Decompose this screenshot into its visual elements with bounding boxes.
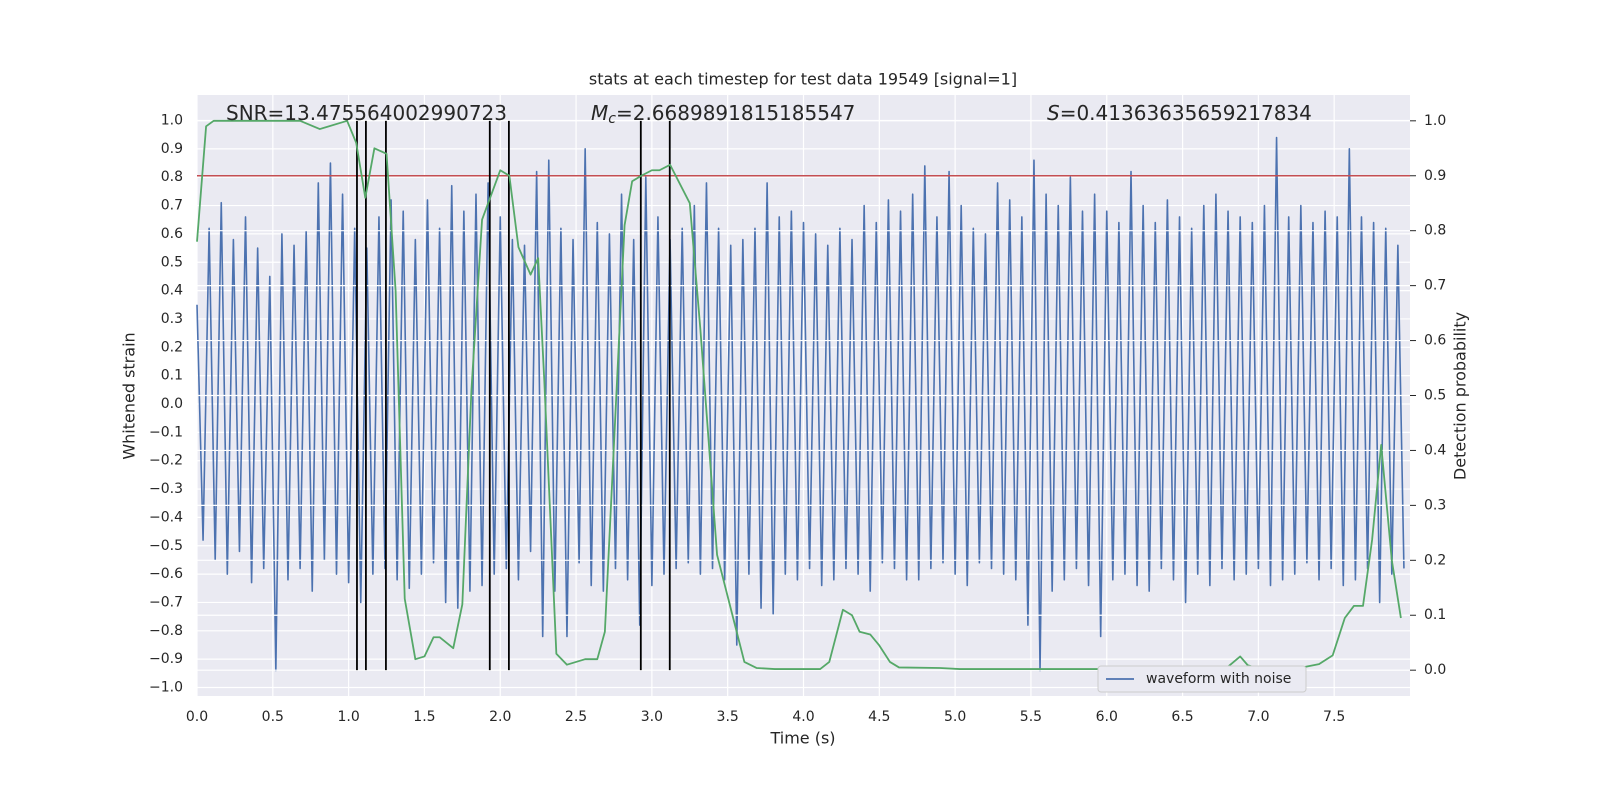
y-tick-label: −0.4 xyxy=(149,509,183,525)
y2-tick-label: 0.3 xyxy=(1424,497,1446,513)
x-tick-label: 2.5 xyxy=(565,709,587,725)
y2-tick-label: 0.1 xyxy=(1424,607,1446,623)
x-tick-label: 4.0 xyxy=(792,709,814,725)
x-tick-label: 5.5 xyxy=(1020,709,1042,725)
annotation: Mc=2.6689891815185547 xyxy=(591,101,855,128)
x-tick-label: 1.0 xyxy=(337,709,359,725)
x-tick-label: 1.5 xyxy=(413,709,435,725)
annotation-part: =2.6689891815185547 xyxy=(616,101,855,125)
y2-axis-label: Detection probability xyxy=(1451,312,1470,480)
y-tick-label: −1.0 xyxy=(149,679,183,695)
annotation: S=0.41363635659217834 xyxy=(1047,101,1312,125)
y-tick-label: 0.1 xyxy=(161,368,183,384)
annotation-part: S xyxy=(1047,101,1060,125)
x-tick-label: 0.5 xyxy=(262,709,284,725)
x-tick-label: 7.0 xyxy=(1247,709,1269,725)
x-tick-label: 3.0 xyxy=(641,709,663,725)
y2-tick-label: 0.8 xyxy=(1424,223,1446,239)
y-tick-label: −0.6 xyxy=(149,566,183,582)
y2-tick-label: 0.9 xyxy=(1424,168,1446,184)
y-tick-label: −0.5 xyxy=(149,538,183,554)
annotation-part: =0.41363635659217834 xyxy=(1060,101,1312,125)
y-tick-label: −0.9 xyxy=(149,651,183,667)
legend-box xyxy=(1097,665,1307,693)
y2-tick-label: 0.7 xyxy=(1424,278,1446,294)
x-tick-label: 3.5 xyxy=(717,709,739,725)
x-tick-label: 4.5 xyxy=(868,709,890,725)
x-tick-label: 0.0 xyxy=(186,709,208,725)
x-tick-label: 6.5 xyxy=(1171,709,1193,725)
y2-tick-label: 0.5 xyxy=(1424,388,1446,404)
x-tick-label: 7.5 xyxy=(1323,709,1345,725)
y-tick-label: 0.5 xyxy=(161,254,183,270)
y2-tick-label: 0.4 xyxy=(1424,442,1446,458)
y-tick-label: −0.1 xyxy=(149,424,183,440)
y2-tick-label: 0.2 xyxy=(1424,552,1446,568)
y-tick-label: 0.4 xyxy=(161,283,183,299)
y-tick-label: 0.9 xyxy=(161,141,183,157)
y-tick-label: 0.7 xyxy=(161,198,183,214)
y-tick-label: −0.3 xyxy=(149,481,183,497)
chart-title: stats at each timestep for test data 195… xyxy=(589,70,1017,89)
legend-label: waveform with noise xyxy=(1146,671,1291,687)
y-tick-label: −0.7 xyxy=(149,594,183,610)
x-tick-label: 5.0 xyxy=(944,709,966,725)
y-tick-label: −0.8 xyxy=(149,623,183,639)
y-tick-label: −0.2 xyxy=(149,453,183,469)
y-tick-label: 0.8 xyxy=(161,169,183,185)
annotation-part: SNR=13.475564002990723 xyxy=(226,101,507,125)
annotation: SNR=13.475564002990723 xyxy=(226,101,507,125)
y-axis-label: Whitened strain xyxy=(120,332,139,459)
waveform-line xyxy=(196,136,1405,672)
y-tick-label: 0.3 xyxy=(161,311,183,327)
y2-tick-label: 1.0 xyxy=(1424,113,1446,129)
x-tick-label: 6.0 xyxy=(1096,709,1118,725)
y-tick-label: 0.2 xyxy=(161,339,183,355)
y-tick-label: 1.0 xyxy=(161,113,183,129)
y-tick-label: 0.0 xyxy=(161,396,183,412)
y2-tick-label: 0.0 xyxy=(1424,662,1446,678)
annotation-part: M xyxy=(591,101,608,125)
y2-tick-label: 0.6 xyxy=(1424,333,1446,349)
x-tick-label: 2.0 xyxy=(489,709,511,725)
y-tick-label: 0.6 xyxy=(161,226,183,242)
x-axis-label: Time (s) xyxy=(769,729,835,748)
annotation-part: c xyxy=(608,111,616,127)
